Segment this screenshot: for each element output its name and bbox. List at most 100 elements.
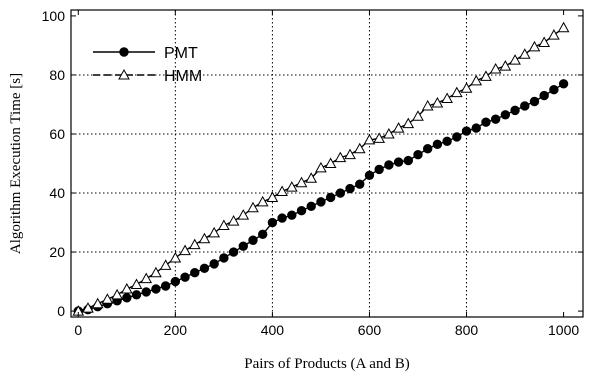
data-point-pmt: [364, 170, 375, 181]
data-point-pmt: [277, 213, 287, 223]
data-point-pmt: [141, 287, 151, 297]
data-point-pmt: [520, 101, 530, 111]
data-point-pmt: [529, 96, 540, 107]
data-point-hmm: [169, 251, 182, 263]
data-point-hmm: [460, 82, 473, 93]
data-point-pmt: [549, 85, 559, 95]
data-point-pmt: [558, 79, 569, 89]
data-point-pmt: [228, 247, 239, 257]
data-point-hmm: [489, 63, 502, 74]
ticks: 0 200 400 600 800 1000 0 20 40 60 80 100: [42, 8, 583, 338]
data-point-hmm: [130, 278, 143, 290]
data-point-hmm: [518, 48, 531, 59]
data-point-hmm: [198, 232, 211, 244]
data-point-pmt: [325, 192, 336, 203]
data-point-hmm: [256, 195, 269, 207]
data-point-pmt: [384, 160, 394, 170]
data-point-pmt: [151, 284, 161, 294]
data-point-pmt: [131, 290, 142, 300]
data-point-hmm: [179, 244, 191, 256]
legend-label: HMM: [164, 68, 202, 85]
data-point-hmm: [557, 21, 570, 33]
data-point-pmt: [355, 179, 365, 189]
data-point-hmm: [499, 60, 512, 71]
data-point-hmm: [421, 99, 434, 111]
data-point-hmm: [150, 266, 162, 278]
data-point-pmt: [471, 123, 481, 133]
data-point-pmt: [170, 276, 181, 287]
data-point-hmm: [441, 92, 453, 104]
data-point-hmm: [344, 148, 356, 160]
data-point-pmt: [267, 217, 278, 228]
data-point-pmt: [490, 114, 501, 124]
data-point-hmm: [111, 288, 123, 300]
legend-item-pmt: PMT: [93, 45, 198, 62]
data-point-pmt: [122, 293, 132, 303]
data-point-hmm: [334, 151, 347, 163]
data-point-hmm: [159, 259, 172, 270]
data-point-pmt: [500, 110, 511, 120]
data-point-hmm: [431, 96, 444, 108]
data-point-hmm: [227, 215, 240, 226]
data-point-pmt: [335, 188, 346, 198]
data-point-hmm: [470, 74, 483, 86]
y-tick-label: 40: [49, 185, 65, 201]
data-point-hmm: [305, 172, 318, 183]
data-point-pmt: [219, 253, 229, 263]
data-point-hmm: [237, 209, 250, 220]
data-point-hmm: [509, 54, 521, 65]
grid: [71, 10, 583, 317]
legend-item-hmm: HMM: [93, 68, 202, 85]
data-point-hmm: [538, 36, 551, 47]
data-point-pmt: [190, 268, 200, 278]
data-point-pmt: [306, 201, 316, 212]
y-tick-label: 80: [49, 67, 65, 83]
data-point-hmm: [315, 161, 327, 173]
data-point-pmt: [403, 155, 413, 166]
data-point-pmt: [423, 144, 433, 154]
plot-frame: [70, 9, 584, 318]
data-point-hmm: [480, 70, 492, 81]
data-point-hmm: [208, 226, 221, 238]
legend: PMT HMM: [93, 45, 202, 85]
y-tick-label: 20: [49, 244, 65, 260]
data-point-hmm: [247, 201, 259, 213]
data-point-hmm: [412, 110, 424, 121]
x-tick-label: 800: [455, 322, 479, 338]
data-point-hmm: [91, 297, 104, 309]
x-tick-label: 0: [74, 322, 82, 338]
data-point-pmt: [180, 272, 190, 282]
data-point-pmt: [393, 157, 404, 167]
data-point-pmt: [510, 105, 520, 116]
data-point-pmt: [345, 183, 355, 194]
data-point-hmm: [266, 191, 279, 202]
data-point-hmm: [528, 40, 541, 52]
x-tick-label: 200: [164, 322, 188, 338]
y-tick-label: 100: [42, 8, 66, 24]
data-point-hmm: [188, 238, 201, 250]
data-point-hmm: [548, 29, 560, 40]
data-point-pmt: [481, 117, 491, 127]
series-layer: [72, 21, 570, 316]
y-tick-label: 60: [49, 126, 65, 142]
data-point-pmt: [316, 197, 326, 207]
data-point-pmt: [432, 139, 443, 150]
y-tick-label: 0: [57, 303, 65, 319]
data-point-hmm: [285, 181, 298, 192]
data-point-hmm: [276, 185, 288, 197]
x-tick-label: 1000: [548, 322, 579, 338]
data-point-pmt: [442, 136, 452, 147]
legend-marker: [118, 68, 130, 80]
data-point-hmm: [120, 282, 133, 294]
data-point-hmm: [82, 302, 94, 313]
data-point-pmt: [248, 235, 258, 245]
data-point-pmt: [539, 90, 549, 101]
data-point-hmm: [295, 176, 308, 188]
data-point-pmt: [160, 281, 171, 291]
data-point-hmm: [373, 132, 386, 143]
x-axis-label: Pairs of Products (A and B): [244, 356, 409, 372]
data-point-hmm: [353, 142, 366, 154]
data-point-hmm: [392, 122, 405, 133]
